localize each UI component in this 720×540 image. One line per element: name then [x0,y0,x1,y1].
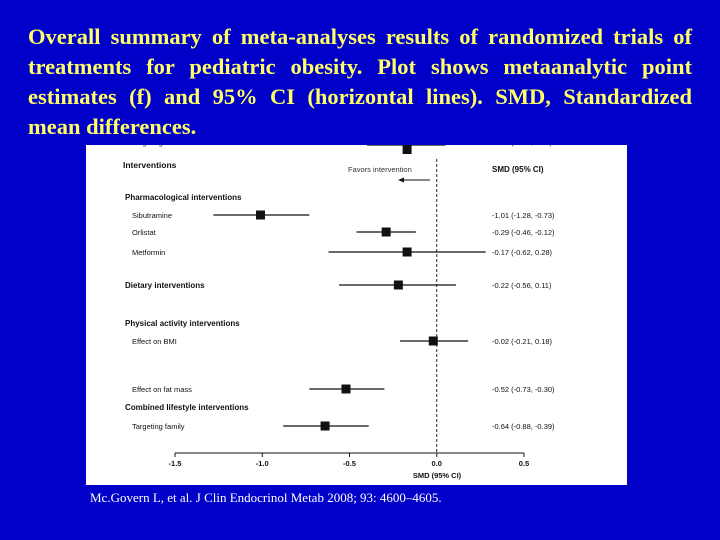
direction-label: Favors intervention [348,165,412,174]
row-label: Metformin [132,248,165,257]
row-label: Targeting family [132,422,185,431]
header-smd-ci: SMD (95% CI) [492,165,544,174]
row-label: Physical activity interventions [125,319,240,328]
x-tick-label: 0.5 [519,459,529,468]
row-label: Effect on BMI [132,337,177,346]
row-label: Effect on fat mass [132,385,192,394]
direction-arrowhead [398,177,404,183]
x-tick-label: 0.0 [432,459,442,468]
ci-text: -0.02 (-0.21, 0.18) [492,337,553,346]
row-label: Pharmacological interventions [125,193,242,202]
ci-text: -0.29 (-0.46, -0.12) [492,228,555,237]
ci-text: -0.64 (-0.88, -0.39) [492,422,555,431]
slide-title: Overall summary of meta-analyses results… [28,24,692,139]
citation: Mc.Govern L, et al. J Clin Endocrinol Me… [90,490,442,505]
x-tick-label: -1.5 [169,459,182,468]
forest-plot-panel: Interventions Favors intervention SMD (9… [86,145,627,485]
header-interventions: Interventions [123,160,177,170]
point-estimate [428,336,438,346]
x-axis-title: SMD (95% CI) [413,471,462,480]
ci-text: -0.52 (-0.73, -0.30) [492,385,555,394]
x-axis: -1.5 -1.0 -0.5 0.0 0.5 [169,159,529,468]
x-tick-label: -0.5 [343,459,356,468]
ci-text: -1.01 (-1.28, -0.73) [492,211,555,220]
ci-text: -0.17 (-0.40, 0.05) [492,145,553,147]
row-label: Targeting children [132,145,191,147]
point-estimate [402,247,412,257]
point-estimate [381,227,391,237]
point-estimate [393,280,403,290]
x-tick-label: -1.0 [256,459,269,468]
point-estimate [341,384,351,394]
forest-plot: Interventions Favors intervention SMD (9… [123,145,555,480]
ci-text: -0.22 (-0.56, 0.11) [492,281,552,290]
point-estimate [402,145,412,154]
row-label: Combined lifestyle interventions [125,403,249,412]
point-estimate [320,421,330,431]
point-estimate [256,210,266,220]
row-label: Orlistat [132,228,157,237]
row-label: Sibutramine [132,211,172,220]
row-label: Dietary interventions [125,281,205,290]
forest-rows: Pharmacological interventions Sibutramine… [125,145,555,431]
ci-text: -0.17 (-0.62, 0.28) [492,248,553,257]
